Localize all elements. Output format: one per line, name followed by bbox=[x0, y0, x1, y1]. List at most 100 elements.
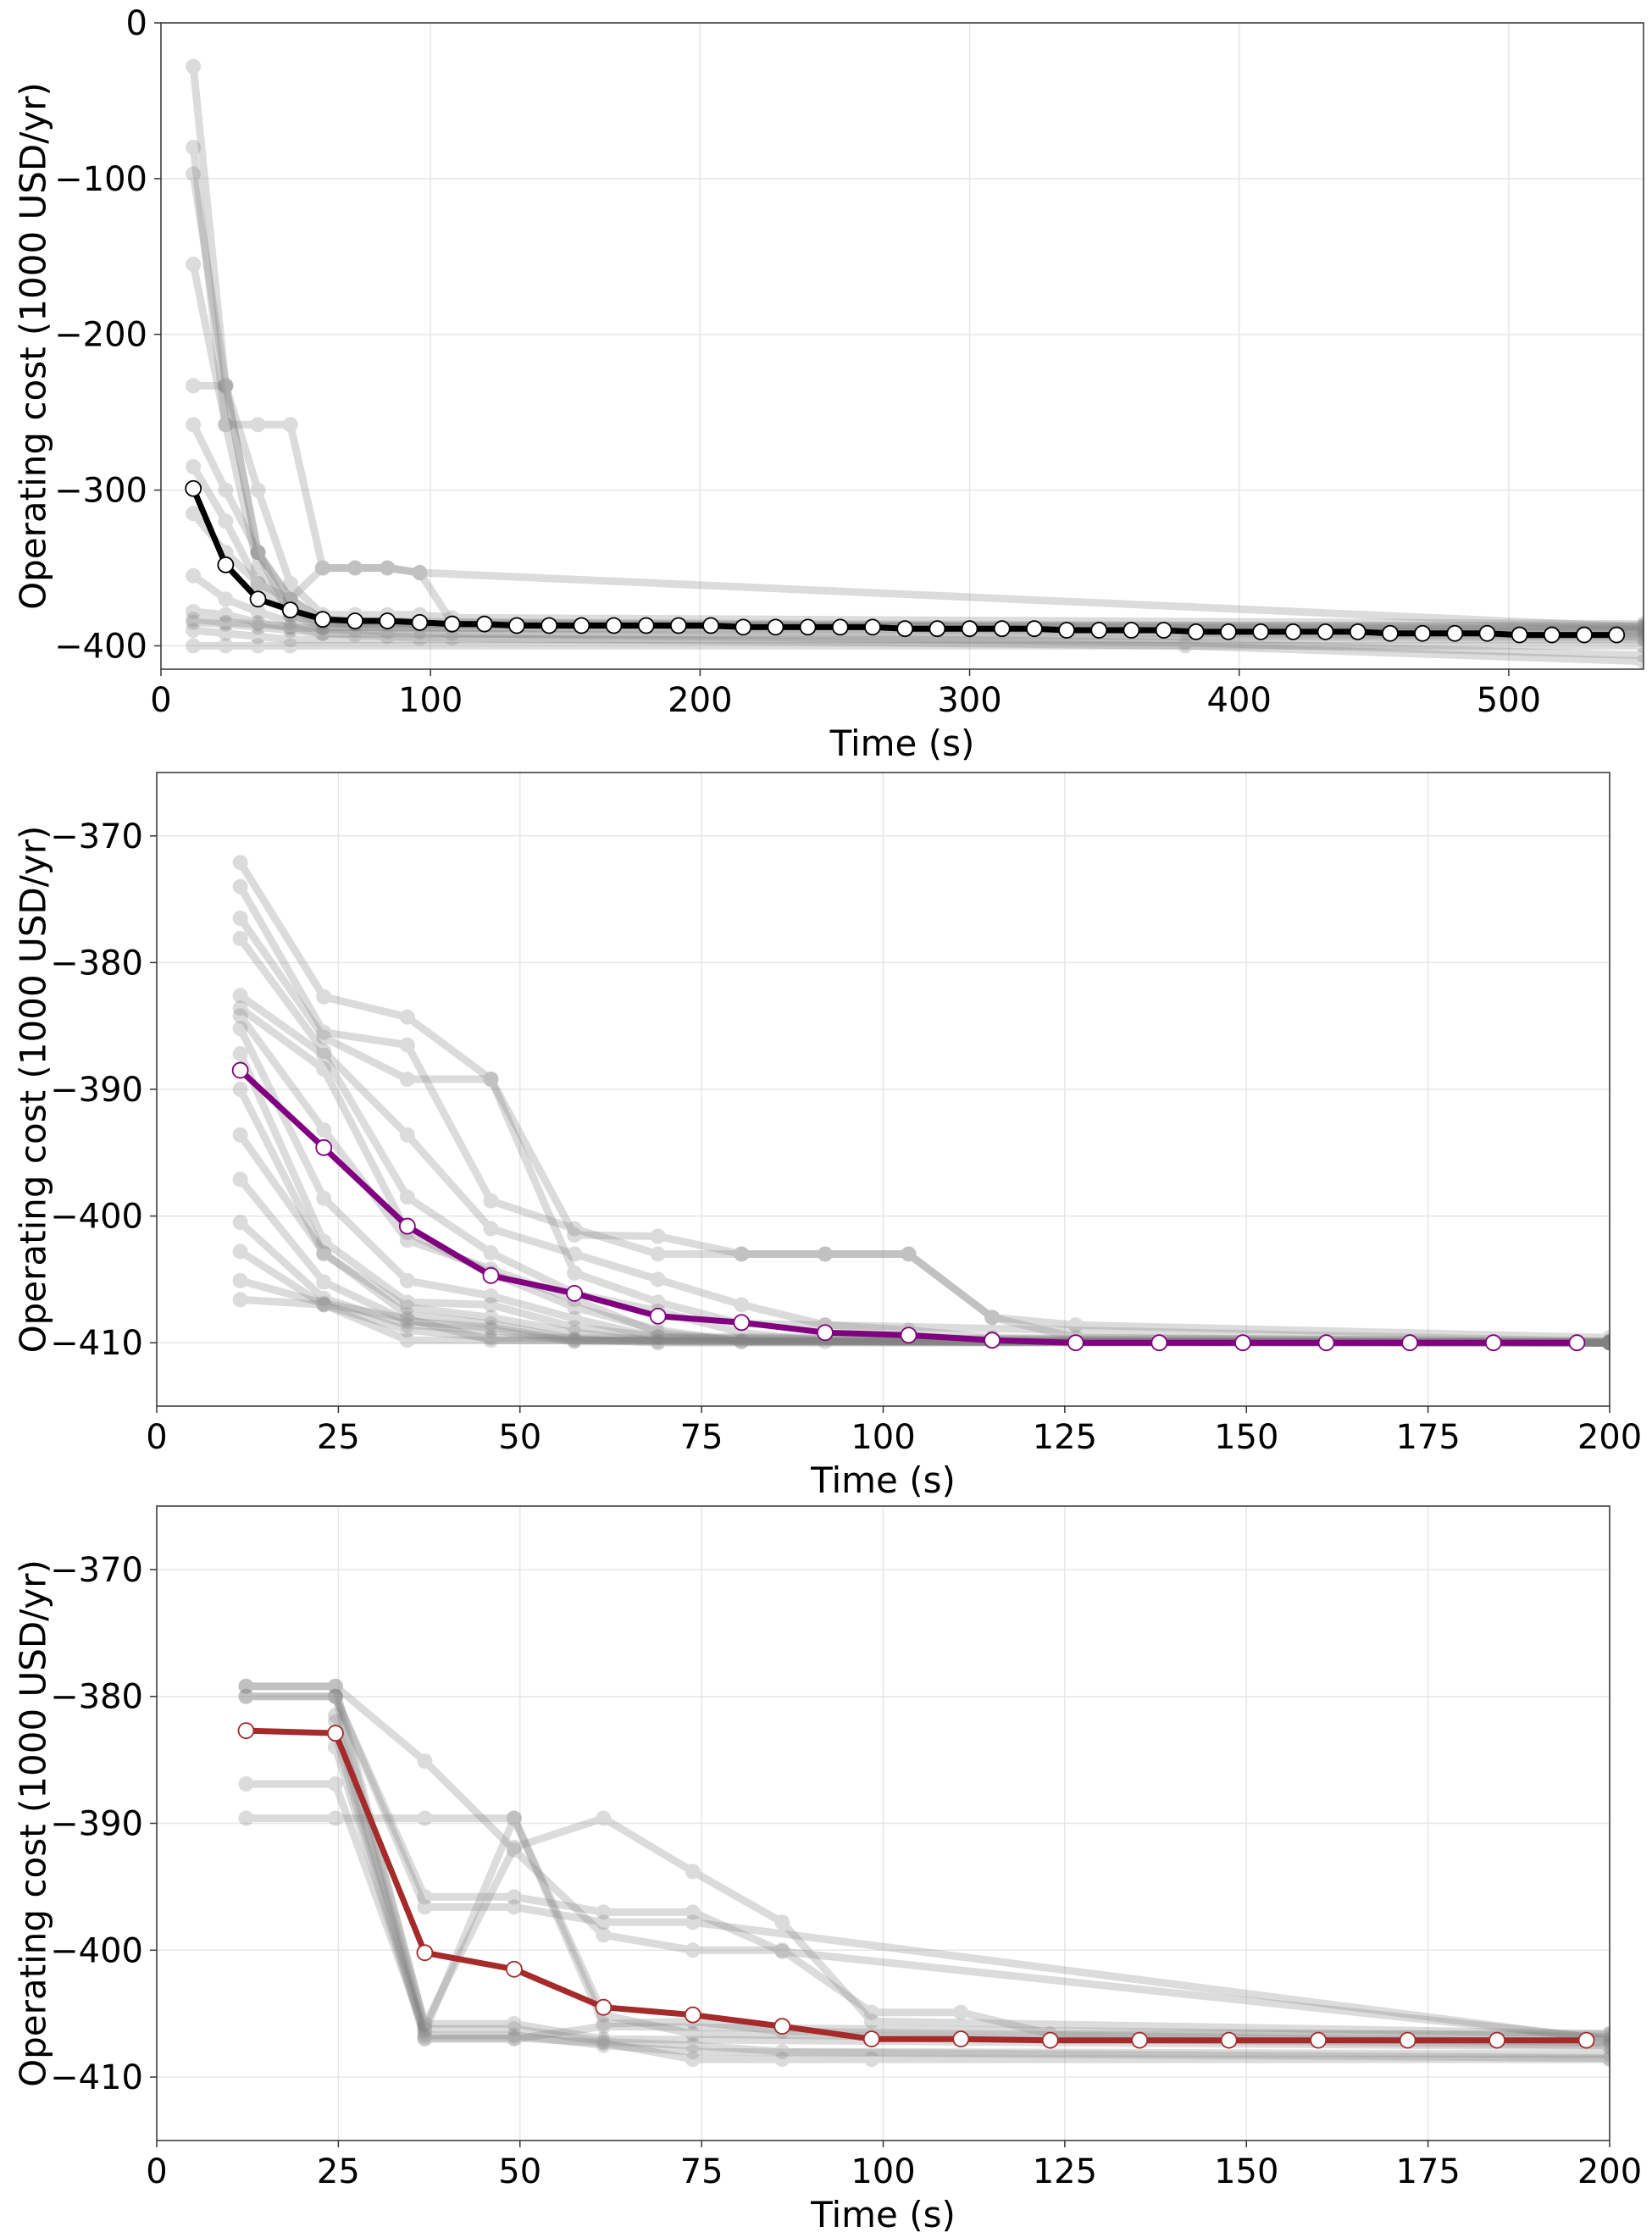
run-point bbox=[1602, 2026, 1610, 2042]
run-point bbox=[232, 1243, 248, 1260]
run-point bbox=[186, 166, 202, 182]
mean-point bbox=[767, 618, 784, 636]
mean-point bbox=[993, 620, 1011, 638]
run-point bbox=[483, 1332, 499, 1349]
run-point bbox=[1602, 2029, 1610, 2045]
mean-point bbox=[1220, 2031, 1238, 2049]
run-point bbox=[232, 1215, 248, 1231]
run-line bbox=[236, 1085, 1610, 1347]
run-line bbox=[242, 1692, 1610, 2043]
run-point bbox=[650, 1328, 666, 1344]
mean-point bbox=[952, 2030, 970, 2048]
mean-point bbox=[1511, 626, 1528, 644]
run-point bbox=[1602, 2026, 1610, 2042]
run-line bbox=[189, 63, 1644, 629]
run-point bbox=[734, 1246, 750, 1262]
run-point bbox=[316, 1024, 332, 1040]
run-series bbox=[232, 1021, 1610, 1351]
x-axis-label: Time (s) bbox=[810, 1459, 956, 1501]
mean-point bbox=[900, 1326, 917, 1344]
run-point bbox=[218, 417, 234, 433]
run-point bbox=[1602, 1333, 1610, 1349]
run-point bbox=[399, 1009, 415, 1025]
run-series bbox=[186, 166, 1644, 632]
run-point bbox=[316, 1274, 332, 1290]
mean-point bbox=[1317, 1334, 1335, 1352]
run-point bbox=[1067, 1317, 1084, 1333]
x-tick-label: 25 bbox=[317, 1418, 360, 1457]
run-point bbox=[399, 1189, 415, 1205]
run-point bbox=[399, 1232, 415, 1249]
run-point bbox=[218, 616, 234, 632]
mean-point bbox=[896, 620, 914, 638]
run-line bbox=[242, 1692, 1610, 2045]
run-point bbox=[734, 1333, 750, 1349]
run-point bbox=[774, 1914, 790, 1930]
run-point bbox=[399, 1072, 415, 1088]
run-series bbox=[327, 1739, 1610, 2047]
run-point bbox=[1602, 2037, 1610, 2053]
run-series bbox=[238, 1688, 1610, 2048]
run-point bbox=[218, 378, 234, 394]
run-point bbox=[596, 2031, 612, 2047]
x-tick-label: 0 bbox=[146, 2152, 167, 2191]
run-point bbox=[186, 638, 202, 654]
x-tick-label: 125 bbox=[1033, 2152, 1097, 2191]
run-point bbox=[238, 1810, 254, 1826]
run-point bbox=[316, 1029, 332, 1045]
run-point bbox=[250, 545, 266, 561]
run-point bbox=[186, 58, 202, 75]
run-line bbox=[189, 169, 1644, 629]
run-point bbox=[218, 606, 234, 623]
run-point bbox=[232, 1008, 248, 1024]
run-point bbox=[596, 1927, 612, 1943]
mean-point bbox=[249, 590, 267, 608]
run-point bbox=[483, 1221, 499, 1237]
run-point bbox=[232, 988, 248, 1004]
run-point bbox=[567, 1310, 583, 1326]
run-point bbox=[483, 1310, 499, 1326]
mean-point bbox=[1067, 1334, 1084, 1352]
run-point bbox=[685, 1864, 701, 1880]
run-point bbox=[232, 855, 248, 871]
y-tick-label: −400 bbox=[54, 627, 147, 666]
run-series bbox=[186, 140, 1644, 637]
run-point bbox=[186, 623, 202, 639]
run-point bbox=[327, 1708, 343, 1724]
run-point bbox=[1636, 632, 1644, 648]
run-point bbox=[186, 506, 202, 522]
run-point bbox=[567, 1333, 583, 1349]
run-point bbox=[232, 1000, 248, 1016]
run-point bbox=[1178, 634, 1194, 651]
run-point bbox=[417, 1753, 433, 1770]
mean-point bbox=[1478, 624, 1496, 642]
x-axis-label: Time (s) bbox=[829, 723, 975, 764]
run-point bbox=[1602, 1335, 1610, 1351]
run-point bbox=[650, 1333, 666, 1349]
mean-series bbox=[185, 479, 1626, 644]
x-tick-label: 50 bbox=[498, 1418, 541, 1457]
run-point bbox=[1602, 2032, 1610, 2048]
run-point bbox=[685, 2037, 701, 2053]
mean-point bbox=[1577, 2031, 1595, 2049]
run-point bbox=[596, 2037, 612, 2053]
run-series bbox=[232, 878, 1610, 1349]
run-series bbox=[232, 1243, 1610, 1351]
mean-point bbox=[541, 617, 558, 634]
run-point bbox=[250, 575, 266, 591]
run-point bbox=[1602, 1335, 1610, 1351]
mean-point bbox=[1058, 622, 1075, 639]
run-point bbox=[232, 1021, 248, 1037]
run-point bbox=[327, 1776, 343, 1792]
run-point bbox=[1636, 638, 1644, 654]
run-point bbox=[506, 1810, 522, 1826]
run-point bbox=[417, 1810, 433, 1826]
run-point bbox=[417, 1889, 433, 1905]
grid bbox=[156, 1506, 1610, 2141]
mean-point bbox=[185, 479, 202, 497]
run-point bbox=[1602, 1335, 1610, 1351]
run-line bbox=[331, 1731, 1610, 2063]
run-point bbox=[250, 629, 266, 645]
run-series bbox=[327, 1714, 1610, 2066]
mean-point bbox=[735, 618, 752, 636]
